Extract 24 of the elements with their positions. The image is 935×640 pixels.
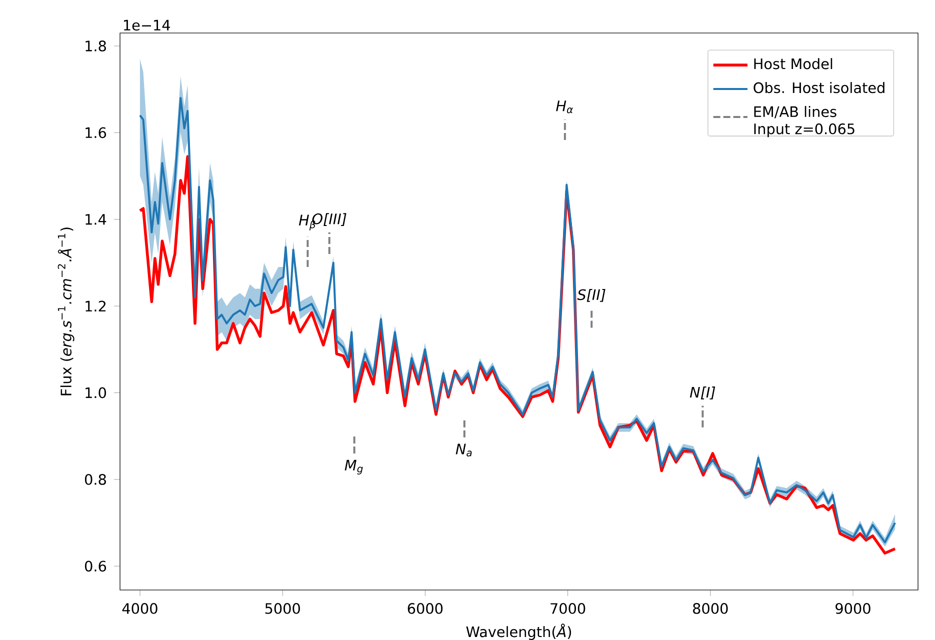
x-axis-title: Wavelength(Å) <box>466 624 572 640</box>
x-tick-label: 5000 <box>265 603 300 614</box>
y-tick-label: 1.6 <box>86 127 106 138</box>
x-tick-label: 7000 <box>550 603 586 614</box>
annotation: H$_{α}$ <box>556 100 574 114</box>
y-tick-label: 0.6 <box>84 560 106 572</box>
x-tick-label: 4000 <box>122 603 158 614</box>
text: 1e−14 <box>124 20 170 31</box>
annotation: N$_{a}$ <box>456 444 472 456</box>
annotation: S[II] <box>577 288 606 302</box>
y-tick-label: 1.4 <box>86 214 106 225</box>
annotation: N[I] <box>690 386 716 400</box>
y-tick-label: 1.8 <box>86 40 106 52</box>
x-tick-label: 9000 <box>836 603 870 614</box>
y-tick-label: 1.0 <box>86 387 106 398</box>
y-axis-title: Flux (erg.s$^{−1}$.cm$^{−2}$.Å$^{−1}$) <box>58 228 74 396</box>
y-tick-label: 1.2 <box>86 300 106 312</box>
y-tick-label: 0.8 <box>84 474 106 485</box>
x-tick-label: 6000 <box>408 603 443 614</box>
annotation: M$_{g}$ <box>344 460 363 474</box>
legend-label: Host Model <box>754 58 832 70</box>
x-tick-label: 8000 <box>693 603 728 614</box>
legend-label: EM/AB lines Input z=0.065 <box>754 106 854 138</box>
legend-label: Obs. Host isolated <box>754 82 884 94</box>
